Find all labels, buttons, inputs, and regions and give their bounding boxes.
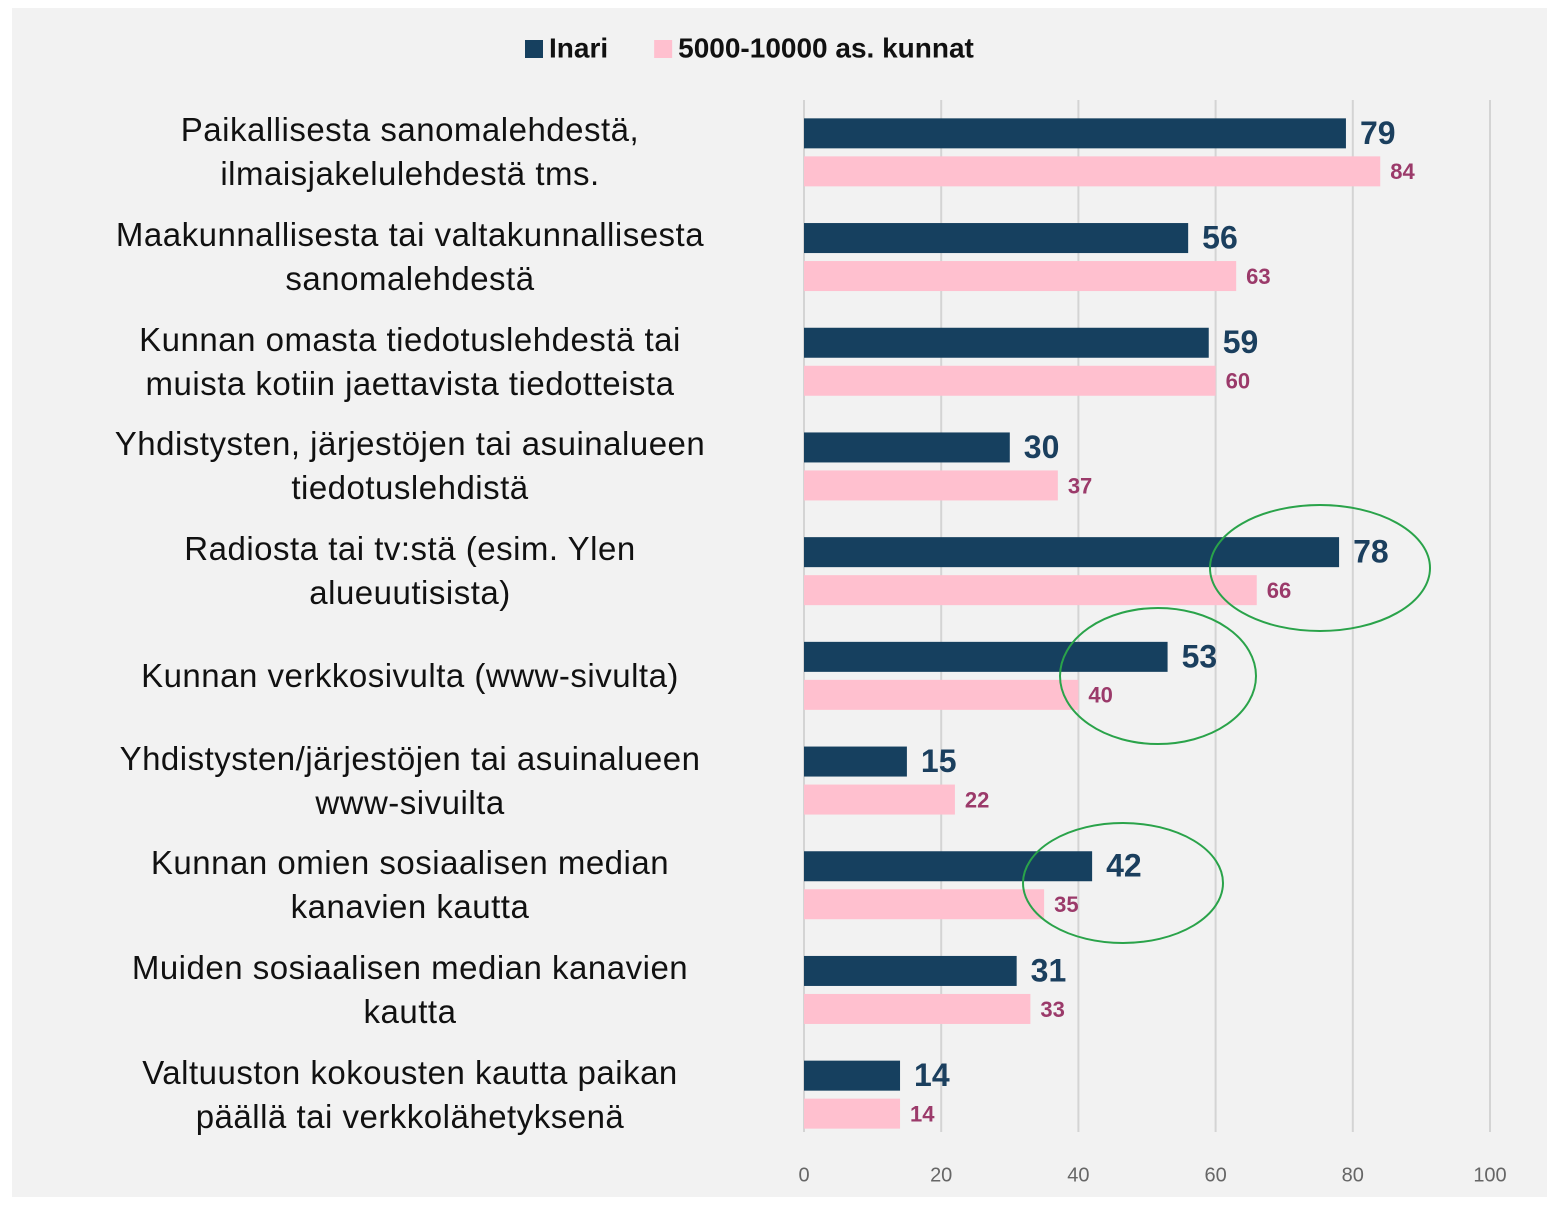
x-tick-label: 60 [1204, 1164, 1226, 1186]
bar [804, 1098, 901, 1129]
value-label: 30 [1024, 429, 1060, 465]
category-label: Kunnan verkkosivulta (www-sivulta) [141, 656, 679, 694]
category-label: Radiosta tai tv:stä (esim. Ylen alueuuti… [184, 530, 636, 612]
x-tick-label: 0 [798, 1164, 809, 1186]
category-label: Kunnan omasta tiedotuslehdestä tai muist… [139, 320, 681, 402]
bar [804, 470, 1058, 501]
category-label: Yhdistysten/järjestöjen tai asuinalueen … [119, 739, 701, 821]
bar [804, 889, 1045, 920]
value-label: 33 [1040, 997, 1064, 1022]
legend-swatch [525, 40, 543, 58]
value-label: 59 [1223, 324, 1259, 360]
bar [804, 679, 1079, 710]
value-label: 53 [1182, 638, 1218, 674]
value-label: 31 [1031, 952, 1067, 988]
value-label: 15 [921, 743, 957, 779]
value-label: 66 [1267, 578, 1291, 603]
bar [804, 365, 1216, 396]
bar [804, 641, 1168, 672]
legend-swatch [654, 40, 673, 58]
value-label: 84 [1390, 159, 1415, 184]
bar [804, 575, 1257, 606]
value-label: 14 [910, 1101, 935, 1126]
category-label: Muiden sosiaalisen median kanavien kautt… [131, 948, 689, 1030]
bar [804, 993, 1031, 1024]
highlight-ellipse [1059, 607, 1257, 745]
bar [804, 156, 1381, 187]
value-label: 14 [914, 1057, 950, 1093]
x-tick-label: 100 [1473, 1164, 1506, 1186]
legend-label: Inari [549, 32, 608, 63]
bar [804, 261, 1237, 292]
value-label: 42 [1106, 848, 1142, 884]
category-label: Valtuuston kokousten kautta paikan pääll… [142, 1053, 678, 1135]
highlight-ellipse [1209, 504, 1431, 632]
value-label: 40 [1088, 683, 1112, 708]
value-label: 63 [1246, 264, 1270, 289]
bar [804, 118, 1346, 149]
bar [804, 746, 907, 777]
value-label: 37 [1068, 473, 1092, 498]
bar [804, 1060, 901, 1091]
bar [804, 851, 1093, 882]
x-tick-label: 40 [1067, 1164, 1089, 1186]
bar [804, 327, 1209, 358]
category-label: Yhdistysten, järjestöjen tai asuinalueen… [114, 425, 706, 507]
bar [804, 223, 1189, 254]
value-label: 22 [965, 787, 989, 812]
category-label: Maakunnallisesta tai valtakunnallisesta … [115, 216, 705, 298]
bar [804, 537, 1340, 568]
value-label: 79 [1360, 115, 1396, 151]
value-label: 56 [1202, 220, 1238, 256]
category-label: Paikallisesta sanomalehdestä, ilmaisjake… [180, 111, 640, 193]
value-label: 35 [1054, 892, 1078, 917]
chart-background [12, 8, 1547, 1197]
value-label: 60 [1226, 369, 1250, 394]
x-tick-label: 20 [930, 1164, 952, 1186]
bar [804, 955, 1017, 986]
category-label: Kunnan omien sosiaalisen median kanavien… [150, 844, 670, 926]
bar [804, 784, 955, 815]
value-label: 78 [1353, 534, 1389, 570]
bar [804, 432, 1010, 463]
x-tick-label: 80 [1342, 1164, 1364, 1186]
legend-label: 5000-10000 as. kunnat [678, 32, 974, 63]
highlight-ellipse [1022, 822, 1224, 944]
